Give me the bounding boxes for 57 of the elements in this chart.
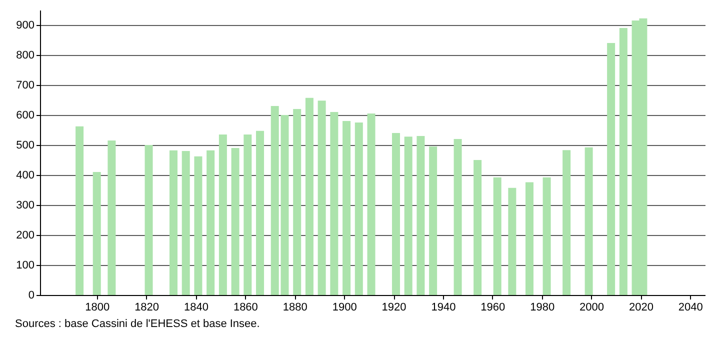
- y-tick-label: 700: [16, 80, 34, 92]
- bar: [619, 28, 628, 295]
- y-tick-label: 500: [16, 140, 34, 152]
- bar: [318, 100, 326, 295]
- bar: [416, 136, 425, 295]
- bar: [542, 177, 551, 295]
- y-tick-label: 800: [16, 50, 34, 62]
- bar: [404, 136, 412, 295]
- x-tick-label: 1820: [134, 302, 160, 314]
- x-tick-label: 2020: [628, 302, 654, 314]
- y-tick-label: 100: [16, 260, 34, 272]
- bar: [293, 109, 302, 295]
- bar: [354, 122, 363, 295]
- y-tick-label: 600: [16, 110, 34, 122]
- x-tick-label: 1960: [480, 302, 506, 314]
- bar: [194, 156, 202, 295]
- bar: [392, 133, 400, 295]
- x-tick-label: 2000: [580, 302, 604, 314]
- bar: [206, 150, 215, 295]
- bar: [256, 130, 264, 295]
- bar: [218, 134, 227, 295]
- bar: [108, 140, 116, 295]
- x-tick-label: 1900: [332, 302, 357, 314]
- bar: [474, 160, 482, 295]
- bar: [525, 182, 534, 295]
- bar: [454, 139, 462, 295]
- x-tick-label: 1940: [431, 302, 456, 314]
- x-tick-label: 1980: [530, 302, 555, 314]
- x-tick-label: 1840: [184, 302, 208, 314]
- bar: [584, 147, 593, 295]
- y-tick-label: 0: [28, 290, 34, 302]
- y-tick-label: 900: [16, 20, 34, 32]
- source-note: Sources : base Cassini de l'EHESS et base Insee.: [15, 318, 260, 330]
- x-tick-label: 1800: [85, 302, 110, 314]
- bar: [367, 114, 376, 295]
- bar: [342, 121, 351, 295]
- bar: [169, 150, 178, 295]
- x-tick-label: 2040: [678, 302, 703, 314]
- bar: [92, 172, 101, 295]
- bar: [231, 148, 240, 295]
- x-tick-label: 1880: [282, 302, 308, 314]
- y-tick-label: 200: [16, 230, 34, 242]
- x-tick-label: 1860: [233, 302, 258, 314]
- bar: [330, 112, 338, 295]
- bar: [244, 134, 252, 295]
- bar: [305, 98, 314, 295]
- y-tick-label: 300: [16, 200, 34, 212]
- bar: [144, 145, 153, 295]
- bar: [508, 188, 516, 295]
- bar: [607, 43, 616, 295]
- bar: [76, 126, 84, 295]
- bar: [429, 146, 438, 295]
- x-tick-label: 1920: [382, 302, 406, 314]
- bar: [182, 151, 190, 295]
- y-tick-label: 400: [16, 170, 34, 182]
- bar: [493, 177, 502, 295]
- bar: [562, 150, 571, 295]
